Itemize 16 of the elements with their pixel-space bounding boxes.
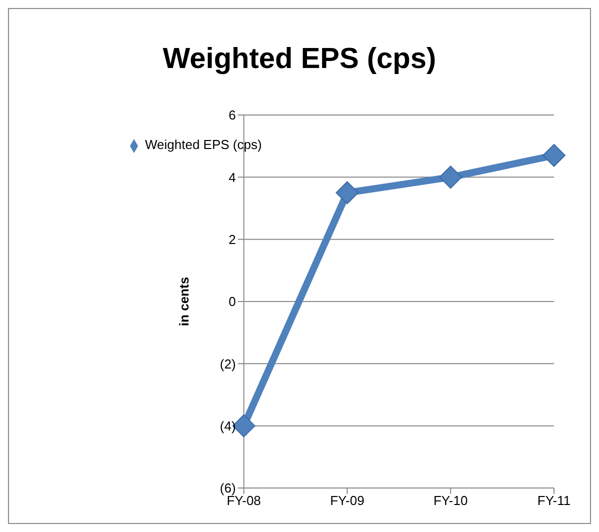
y-axis-title: in cents — [176, 276, 192, 326]
x-tick-label: FY-11 — [537, 493, 571, 508]
y-tick-label: 0 — [228, 294, 236, 310]
y-tick-label: 4 — [228, 170, 236, 185]
y-tick-label: (4) — [220, 418, 236, 434]
x-tick-label: FY-09 — [330, 493, 364, 508]
y-tick-label: 2 — [228, 232, 236, 247]
point — [336, 181, 359, 204]
legend-label: Weighted EPS (cps) — [145, 137, 262, 152]
y-tick-label: (2) — [220, 356, 236, 372]
chart-title: Weighted EPS (cps) — [162, 43, 438, 77]
point — [439, 166, 462, 189]
y-tick-label: 6 — [228, 108, 236, 123]
x-tick-label: FY-10 — [433, 493, 468, 508]
point — [542, 144, 566, 167]
y-tick-label: (6) — [220, 480, 236, 496]
